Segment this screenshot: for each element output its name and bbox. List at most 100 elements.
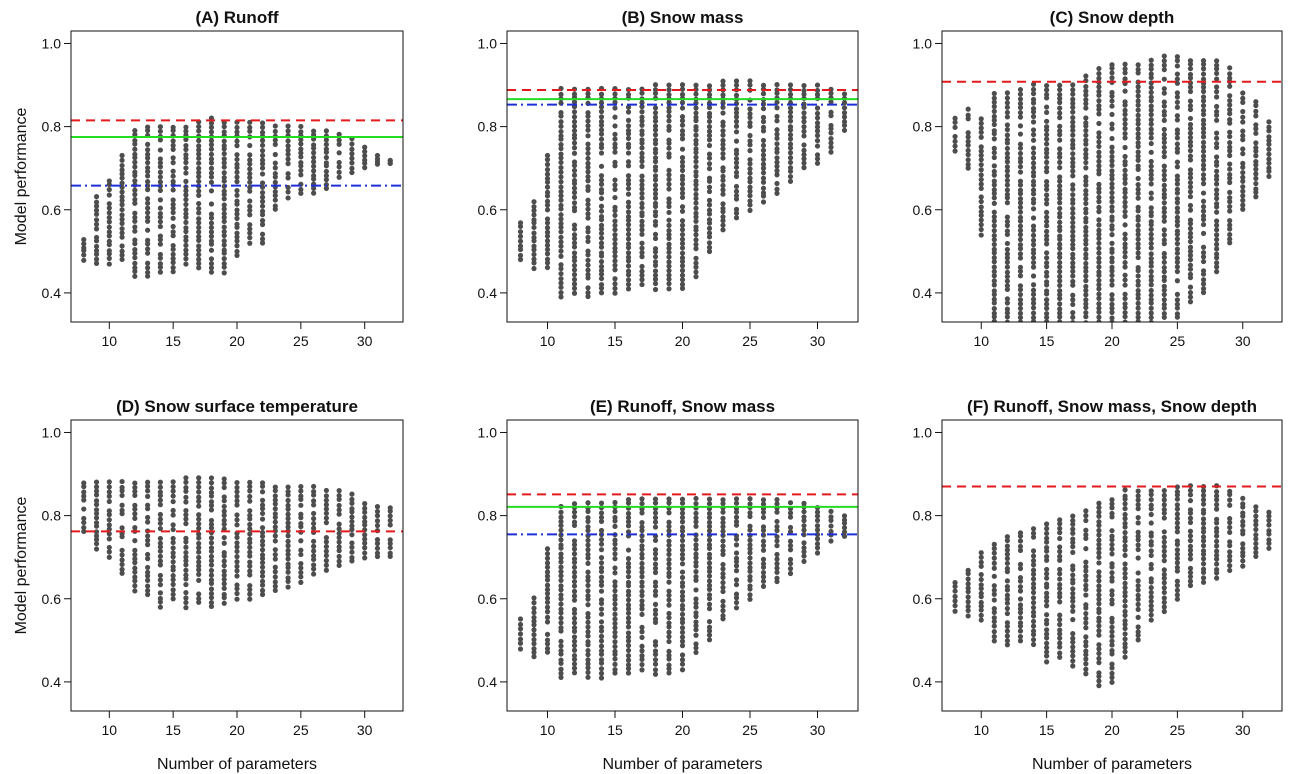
data-point [132,191,138,198]
data-point [234,493,240,500]
data-point [1187,167,1194,173]
data-point [247,508,253,514]
data-point [1096,139,1102,145]
data-point [323,558,329,564]
data-point [625,177,632,183]
data-point [183,554,189,560]
data-point [285,547,291,554]
data-point [196,265,202,271]
data-point [1214,516,1220,522]
data-point [170,201,176,207]
data-point [952,133,958,140]
y-tick-label: 1.0 [913,35,933,51]
data-point [285,143,291,149]
data-point [1096,606,1102,612]
data-point [311,128,317,134]
data-point [106,479,112,485]
data-point [1148,263,1154,269]
data-point [1122,245,1128,251]
data-point [170,205,176,211]
data-point [1096,527,1102,534]
data-point [170,550,176,556]
data-point [1070,100,1076,106]
data-point [639,524,645,530]
data-point [571,620,578,626]
data-point [1109,537,1115,543]
data-point [666,542,672,548]
data-point [679,263,686,269]
data-point [760,501,767,507]
data-point [1161,534,1167,541]
data-point [93,221,100,227]
data-point [558,606,564,612]
data-point [1253,122,1259,128]
data-point [679,227,686,233]
data-point [991,178,997,184]
data-point [991,269,997,275]
data-point [571,240,578,246]
data-point [1214,76,1220,82]
data-point [1070,663,1076,669]
data-point [706,155,713,161]
data-point [132,228,138,234]
data-point [625,226,632,233]
data-point [666,172,672,178]
data-point [1096,573,1102,579]
data-point [1214,89,1220,95]
data-point [1070,603,1076,609]
data-point [639,190,645,197]
data-point [828,149,834,155]
data-point [1109,272,1115,279]
data-point [1004,551,1010,557]
data-point [1096,245,1102,251]
data-point [612,241,618,247]
data-point [598,131,605,137]
data-point [652,515,659,521]
data-point [666,602,672,608]
data-point [598,579,605,585]
data-point [1083,147,1089,153]
y-tick-label: 0.8 [42,119,62,135]
data-point [157,219,163,225]
data-point [1030,86,1037,93]
data-point [801,83,807,89]
data-point [747,82,753,88]
data-point [157,169,163,175]
data-point [1187,565,1194,571]
points-group [952,53,1272,322]
data-point [1200,84,1207,90]
data-point [1004,155,1010,161]
data-point [1200,107,1207,114]
data-point [801,110,807,116]
data-point [1227,553,1233,559]
data-point [571,509,578,515]
data-point [1174,196,1180,202]
y-axis-label: Model performance [13,107,30,245]
data-point [679,593,686,599]
data-point [1070,228,1076,235]
data-point [1030,609,1037,615]
data-point [666,648,672,655]
data-point [1200,88,1207,95]
data-point [208,247,215,253]
data-point [598,108,605,115]
data-point [733,82,740,88]
data-point [196,591,202,597]
data-point [170,596,176,602]
data-point [1161,608,1167,615]
data-point [298,569,304,576]
data-point [598,568,605,575]
data-point [652,155,659,161]
data-point [558,188,564,195]
data-point [598,565,605,571]
data-point [1135,140,1141,146]
data-point [612,290,618,296]
data-point [1200,286,1207,292]
data-point [1057,150,1063,157]
data-point [1253,159,1259,165]
data-point [183,475,189,481]
data-point [693,627,699,633]
data-point [706,207,713,213]
data-point [679,496,686,502]
data-point [93,484,100,490]
